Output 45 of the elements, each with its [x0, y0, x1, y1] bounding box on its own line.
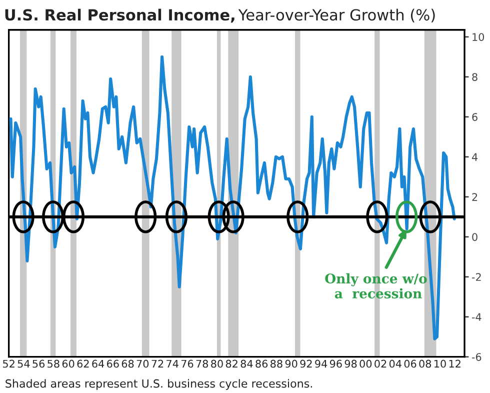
- x-tick-label: 72: [152, 360, 164, 368]
- x-tick-label: 02: [374, 360, 386, 368]
- y-tick-label: -6: [472, 353, 482, 361]
- x-tick-label: 98: [344, 360, 357, 368]
- x-tick-label: 66: [106, 360, 119, 368]
- x-tick-label: 70: [136, 360, 149, 368]
- x-tick-label: 54: [18, 360, 30, 368]
- x-tick-label: 62: [77, 360, 89, 368]
- x-tick-label: 56: [32, 360, 45, 368]
- x-tick-label: 08: [419, 360, 432, 368]
- y-tick-label: 0: [472, 233, 478, 241]
- x-tick-label: 10: [434, 360, 446, 368]
- chart-title: U.S. Real Personal Income,: [5, 8, 234, 23]
- chart-subtitle: Year-over-Year Growth (%): [238, 8, 435, 22]
- y-tick-label: 4: [472, 153, 478, 161]
- x-tick-label: 76: [181, 360, 194, 368]
- x-tick-label: 04: [389, 360, 402, 368]
- x-tick-label: 60: [62, 360, 74, 368]
- y-tick-label: 10: [472, 33, 484, 41]
- x-tick-label: 88: [270, 360, 282, 368]
- y-tick-label: 8: [472, 73, 478, 81]
- x-tick-label: 58: [48, 360, 60, 368]
- x-tick-label: 96: [330, 360, 342, 368]
- x-tick-label: 80: [211, 360, 223, 368]
- y-tick-label: -4: [472, 313, 482, 321]
- x-tick-label: 06: [404, 360, 416, 368]
- x-tick-label: 78: [196, 360, 208, 368]
- x-tick-label: 86: [256, 360, 268, 368]
- x-tick-label: 00: [360, 360, 372, 368]
- x-tick-label: 92: [300, 360, 312, 368]
- x-tick-label: 90: [285, 360, 298, 368]
- y-tick-label: -2: [472, 273, 481, 281]
- x-tick-label: 84: [240, 360, 253, 368]
- text: Shaded areas represent U.S. business cycle recessions.: [6, 379, 312, 390]
- x-tick-label: 68: [122, 360, 134, 368]
- x-tick-label: 12: [449, 360, 460, 368]
- x-tick-label: 82: [226, 360, 238, 368]
- y-tick-label: 2: [472, 193, 478, 201]
- x-tick-label: 74: [166, 360, 178, 368]
- line-series: [9, 55, 456, 340]
- x-tick-label: 64: [92, 360, 104, 368]
- x-tick-label: 52: [2, 360, 14, 368]
- y-tick-label: 6: [472, 113, 478, 121]
- x-tick-label: 94: [315, 360, 328, 368]
- annotation: Only once w/o a recession: [325, 273, 427, 298]
